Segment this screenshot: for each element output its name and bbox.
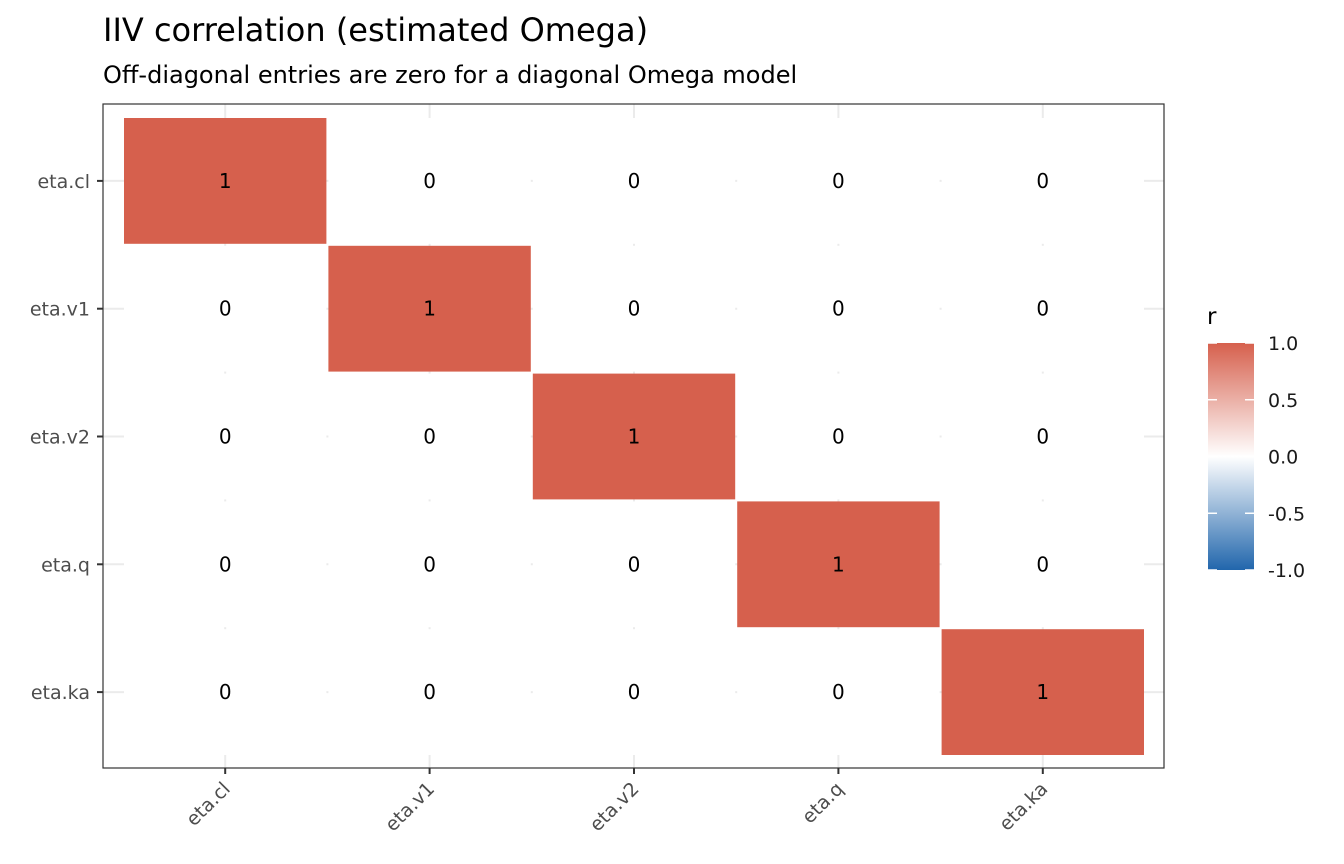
cell-value-label: 0 [219, 552, 232, 576]
heatmap-cell [532, 501, 736, 628]
cell-value-label: 0 [832, 169, 845, 193]
heatmap-cells [124, 118, 1144, 755]
plot-panel: 1 0 0 0 0 0 1 0 0 0 0 0 1 0 0 0 0 0 1 0 0 0 0 0 1 [102, 103, 1165, 769]
cell-value-label: 0 [219, 680, 232, 704]
cell-value-label: 0 [1036, 169, 1049, 193]
heatmap-cell [941, 118, 1144, 244]
legend-tick-label: 1.0 [1268, 333, 1298, 355]
heatmap-cell [532, 245, 736, 372]
heatmap-cell [941, 373, 1144, 500]
y-tick-label: eta.v2 [30, 427, 90, 449]
heatmap-cell [328, 373, 531, 500]
heatmap-cell [941, 629, 1144, 755]
cell-value-label: 0 [628, 680, 641, 704]
legend-ticks: 1.0 0.5 0.0 -0.5 -1.0 [1208, 333, 1305, 582]
x-tick-label: eta.v2 [585, 778, 643, 836]
heatmap-cell [328, 245, 531, 372]
cell-value-label: 0 [423, 552, 436, 576]
legend-tick-label: -1.0 [1268, 560, 1305, 582]
heatmap-cell [124, 245, 327, 372]
x-tick-label: eta.q [798, 778, 848, 828]
cell-value-label: 1 [219, 169, 232, 193]
cell-value-label: 0 [219, 297, 232, 321]
cell-value-label: 0 [1036, 552, 1049, 576]
heatmap-cell [328, 118, 531, 244]
color-legend: r 1.0 0.5 0.0 -0.5 -1.0 [1207, 304, 1305, 582]
legend-tick-label: 0.0 [1268, 447, 1298, 469]
cell-value-label: 1 [628, 425, 641, 449]
cell-value-label: 1 [423, 297, 436, 321]
chart-subtitle: Off-diagonal entries are zero for a diag… [103, 61, 797, 89]
y-tick-label: eta.q [41, 554, 90, 576]
cell-value-label: 0 [1036, 425, 1049, 449]
heatmap-cell [532, 118, 736, 244]
cell-value-label: 0 [423, 680, 436, 704]
cell-value-label: 0 [1036, 297, 1049, 321]
legend-tick-label: 0.5 [1268, 390, 1298, 412]
cell-value-label: 0 [628, 552, 641, 576]
cell-value-label: 0 [423, 425, 436, 449]
heatmap-cell [124, 118, 327, 244]
heatmap-cell [532, 373, 736, 500]
x-tick-label: eta.cl [182, 778, 235, 831]
cell-value-label: 1 [832, 552, 845, 576]
cell-value-label: 0 [628, 297, 641, 321]
heatmap-cell [124, 501, 327, 628]
y-tick-label: eta.cl [37, 171, 90, 193]
cell-labels: 1 0 0 0 0 0 1 0 0 0 0 0 1 0 0 0 0 0 1 0 0 0 0 0 1 [219, 169, 1049, 704]
cell-value-label: 0 [832, 297, 845, 321]
chart-title: IIV correlation (estimated Omega) [103, 11, 648, 49]
y-axis: eta.cl eta.v1 eta.v2 eta.q eta.ka [30, 171, 103, 704]
legend-title: r [1207, 304, 1217, 330]
heatmap-cell [328, 501, 531, 628]
heatmap-cell [737, 373, 940, 500]
heatmap-cell [737, 118, 940, 244]
heatmap-cell [941, 501, 1144, 628]
x-tick-label: eta.ka [995, 778, 1052, 835]
cell-value-label: 0 [832, 425, 845, 449]
x-axis: eta.cl eta.v1 eta.v2 eta.q eta.ka [182, 768, 1052, 836]
heatmap-cell [124, 373, 327, 500]
cell-value-label: 0 [423, 169, 436, 193]
y-tick-label: eta.ka [31, 682, 90, 704]
x-tick-label: eta.v1 [381, 778, 439, 836]
cell-value-label: 0 [219, 425, 232, 449]
y-tick-label: eta.v1 [30, 299, 90, 321]
heatmap-cell [124, 629, 327, 755]
cell-value-label: 1 [1036, 680, 1049, 704]
heatmap-cell [737, 245, 940, 372]
heatmap-cell [737, 629, 940, 755]
cell-value-label: 0 [832, 680, 845, 704]
heatmap-cell [532, 629, 736, 755]
heatmap-cell [328, 629, 531, 755]
heatmap-cell [941, 245, 1144, 372]
heatmap-cell [737, 501, 940, 628]
cell-value-label: 0 [628, 169, 641, 193]
legend-tick-label: -0.5 [1268, 503, 1305, 525]
